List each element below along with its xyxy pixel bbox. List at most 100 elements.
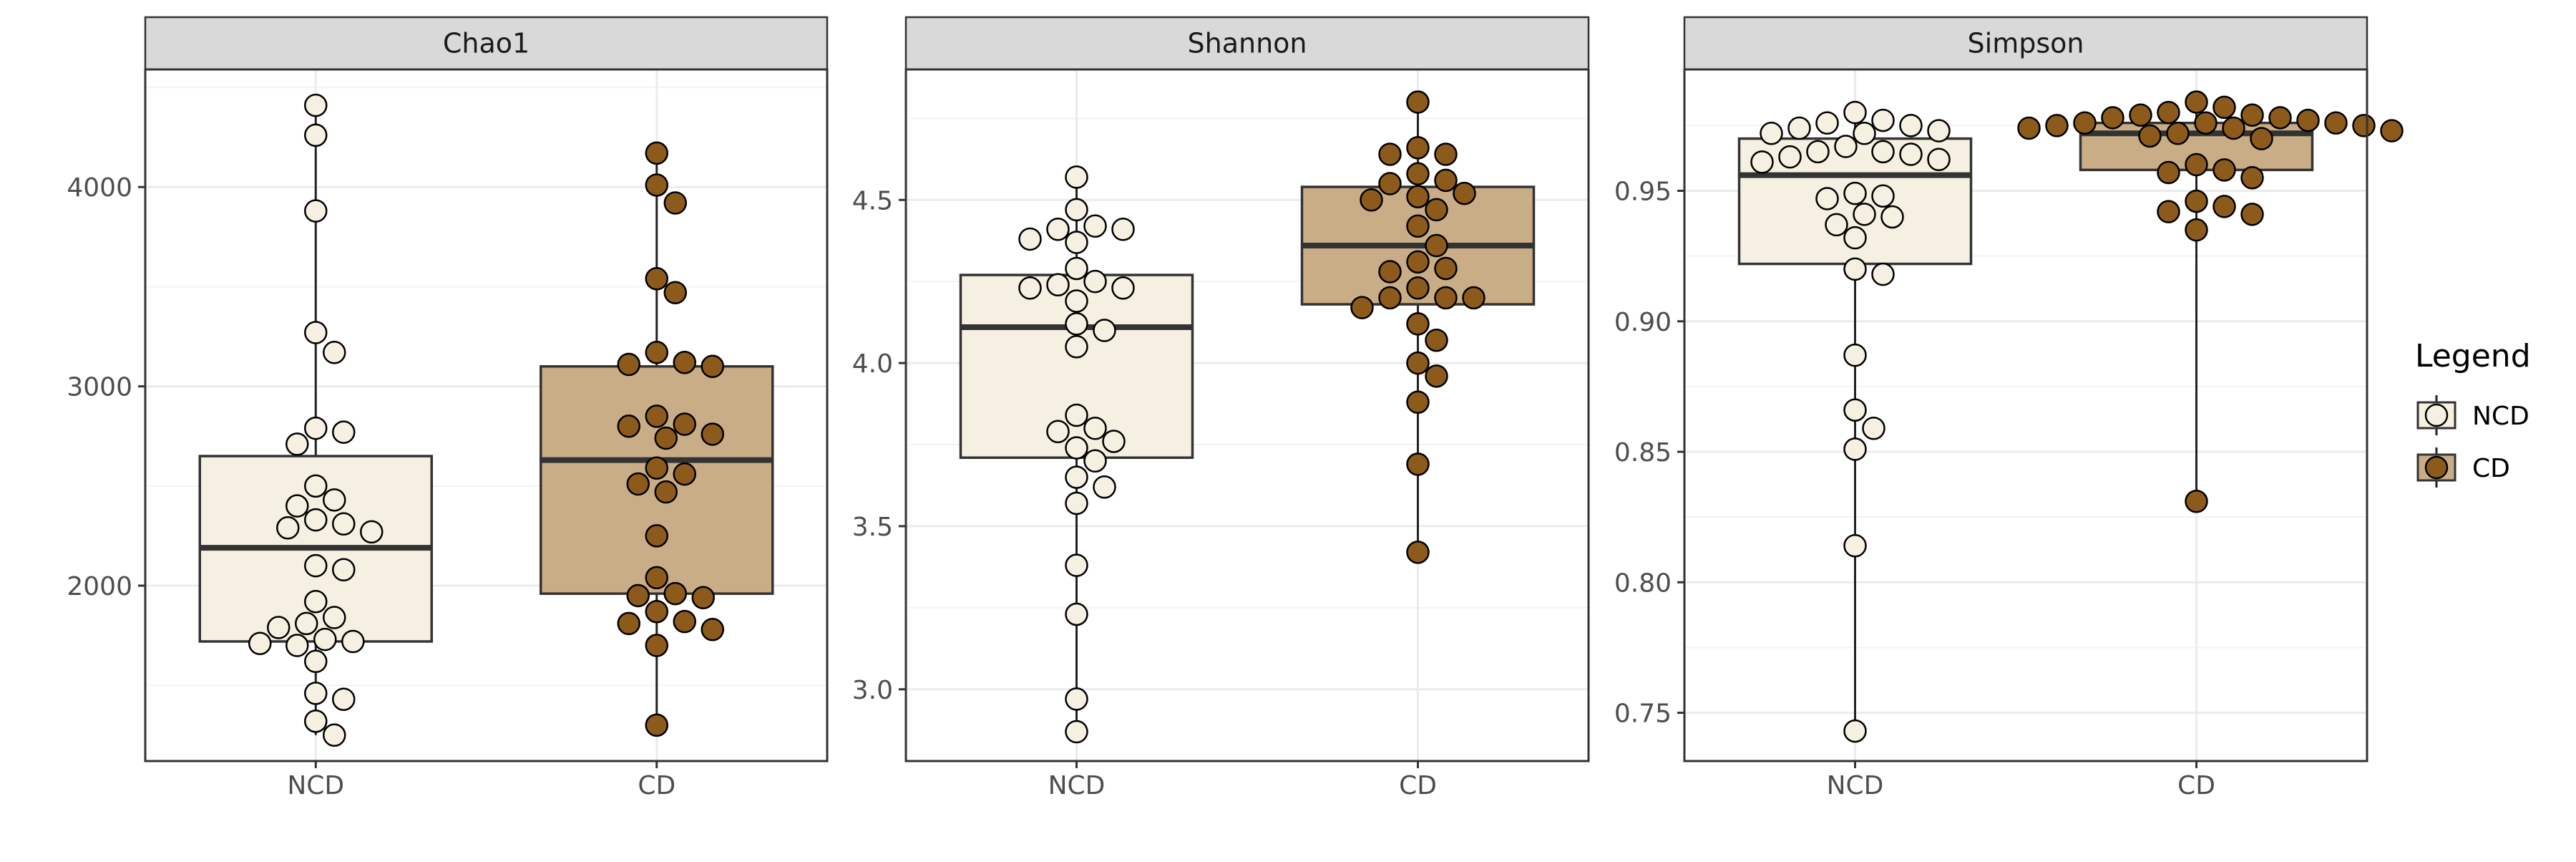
data-point — [1350, 296, 1374, 319]
data-point — [1871, 140, 1895, 164]
data-point — [645, 173, 668, 197]
data-point — [304, 508, 328, 532]
data-point — [1065, 335, 1088, 359]
panel-simpson: Simpson 0.75 0.80 0.85 0.90 0.95 NCD CD — [1614, 16, 2404, 800]
data-point — [1843, 343, 1867, 367]
data-point — [1378, 172, 1402, 195]
legend-label: NCD — [2472, 402, 2529, 431]
data-point — [1825, 213, 1848, 237]
data-point — [2352, 114, 2376, 137]
data-point — [673, 350, 696, 374]
data-point — [1434, 142, 1458, 166]
data-point — [617, 415, 640, 438]
data-point — [1065, 465, 1088, 489]
panel-chao1: Chao1 2000 3000 4000 NCD CD — [67, 16, 829, 800]
data-point — [1815, 111, 1839, 135]
legend-key-point — [2424, 403, 2449, 427]
data-point — [1065, 231, 1088, 254]
data-point — [304, 321, 328, 344]
panel-title: Simpson — [1968, 28, 2084, 59]
panel-strip — [144, 16, 829, 71]
panel-shannon: Shannon 3.0 3.5 4.0 4.5 NCD CD — [852, 16, 1590, 800]
data-point — [645, 634, 668, 657]
data-point — [1378, 286, 1402, 310]
data-point — [1871, 184, 1895, 208]
data-point — [1111, 276, 1135, 300]
x-tick-label: NCD — [1827, 771, 1884, 800]
data-point — [1406, 90, 1430, 114]
data-point — [1093, 475, 1116, 499]
data-point — [1425, 364, 1448, 388]
data-point — [332, 512, 356, 536]
data-point — [1927, 119, 1951, 142]
data-point — [1065, 553, 1088, 577]
data-point — [1406, 390, 1430, 415]
data-point — [1750, 150, 1774, 174]
data-point — [1065, 256, 1088, 281]
data-point — [1853, 203, 1876, 226]
data-point — [2380, 119, 2404, 142]
data-point — [2185, 189, 2208, 213]
data-point — [663, 191, 687, 215]
data-point — [2073, 111, 2097, 135]
y-tick-label: 0.75 — [1614, 699, 1672, 729]
data-point — [1927, 147, 1951, 172]
data-point — [2157, 160, 2180, 185]
data-point — [1111, 218, 1135, 241]
data-point — [1453, 181, 1476, 205]
data-point — [1434, 286, 1458, 310]
data-point — [645, 267, 668, 291]
data-point — [626, 472, 650, 496]
data-point — [2045, 114, 2069, 137]
data-point — [1843, 257, 1867, 281]
data-point — [286, 494, 309, 518]
data-point — [304, 93, 328, 117]
data-point — [1065, 198, 1088, 222]
data-point — [360, 520, 384, 544]
data-point — [1406, 185, 1430, 208]
data-point — [2212, 158, 2236, 182]
data-point — [1843, 398, 1867, 422]
data-point — [332, 558, 356, 581]
data-point — [645, 405, 668, 428]
data-point — [645, 524, 668, 548]
data-point — [1378, 142, 1402, 166]
data-point — [341, 629, 365, 654]
data-point — [2222, 116, 2245, 140]
x-tick-label: NCD — [1048, 771, 1106, 800]
data-point — [286, 634, 309, 657]
data-point — [1046, 218, 1070, 241]
data-point — [701, 618, 724, 641]
data-point — [304, 590, 328, 614]
data-point — [1871, 108, 1895, 132]
y-tick-label: 0.90 — [1614, 308, 1672, 337]
panel-strip — [1683, 16, 2368, 71]
data-point — [1778, 145, 1802, 169]
data-point — [1425, 233, 1448, 258]
data-point — [1065, 289, 1088, 313]
data-point — [617, 611, 640, 636]
y-tick-label: 4.0 — [852, 349, 893, 379]
panel-title: Shannon — [1188, 28, 1307, 59]
data-point — [1462, 286, 1485, 310]
data-point — [267, 616, 291, 639]
data-point — [286, 432, 309, 456]
data-point — [2250, 127, 2273, 150]
data-point — [1834, 135, 1858, 158]
data-point — [1046, 273, 1070, 296]
data-point — [1862, 416, 1885, 440]
data-point — [1406, 250, 1430, 274]
data-point — [617, 352, 640, 377]
data-point — [1406, 312, 1430, 336]
data-point — [1406, 541, 1430, 564]
data-point — [276, 516, 300, 540]
panel-border — [144, 68, 829, 762]
data-point — [1102, 430, 1126, 453]
data-point — [1406, 452, 1430, 476]
data-point — [2324, 111, 2348, 135]
data-point — [304, 682, 328, 705]
data-point — [1760, 122, 1783, 145]
data-point — [1018, 276, 1042, 300]
